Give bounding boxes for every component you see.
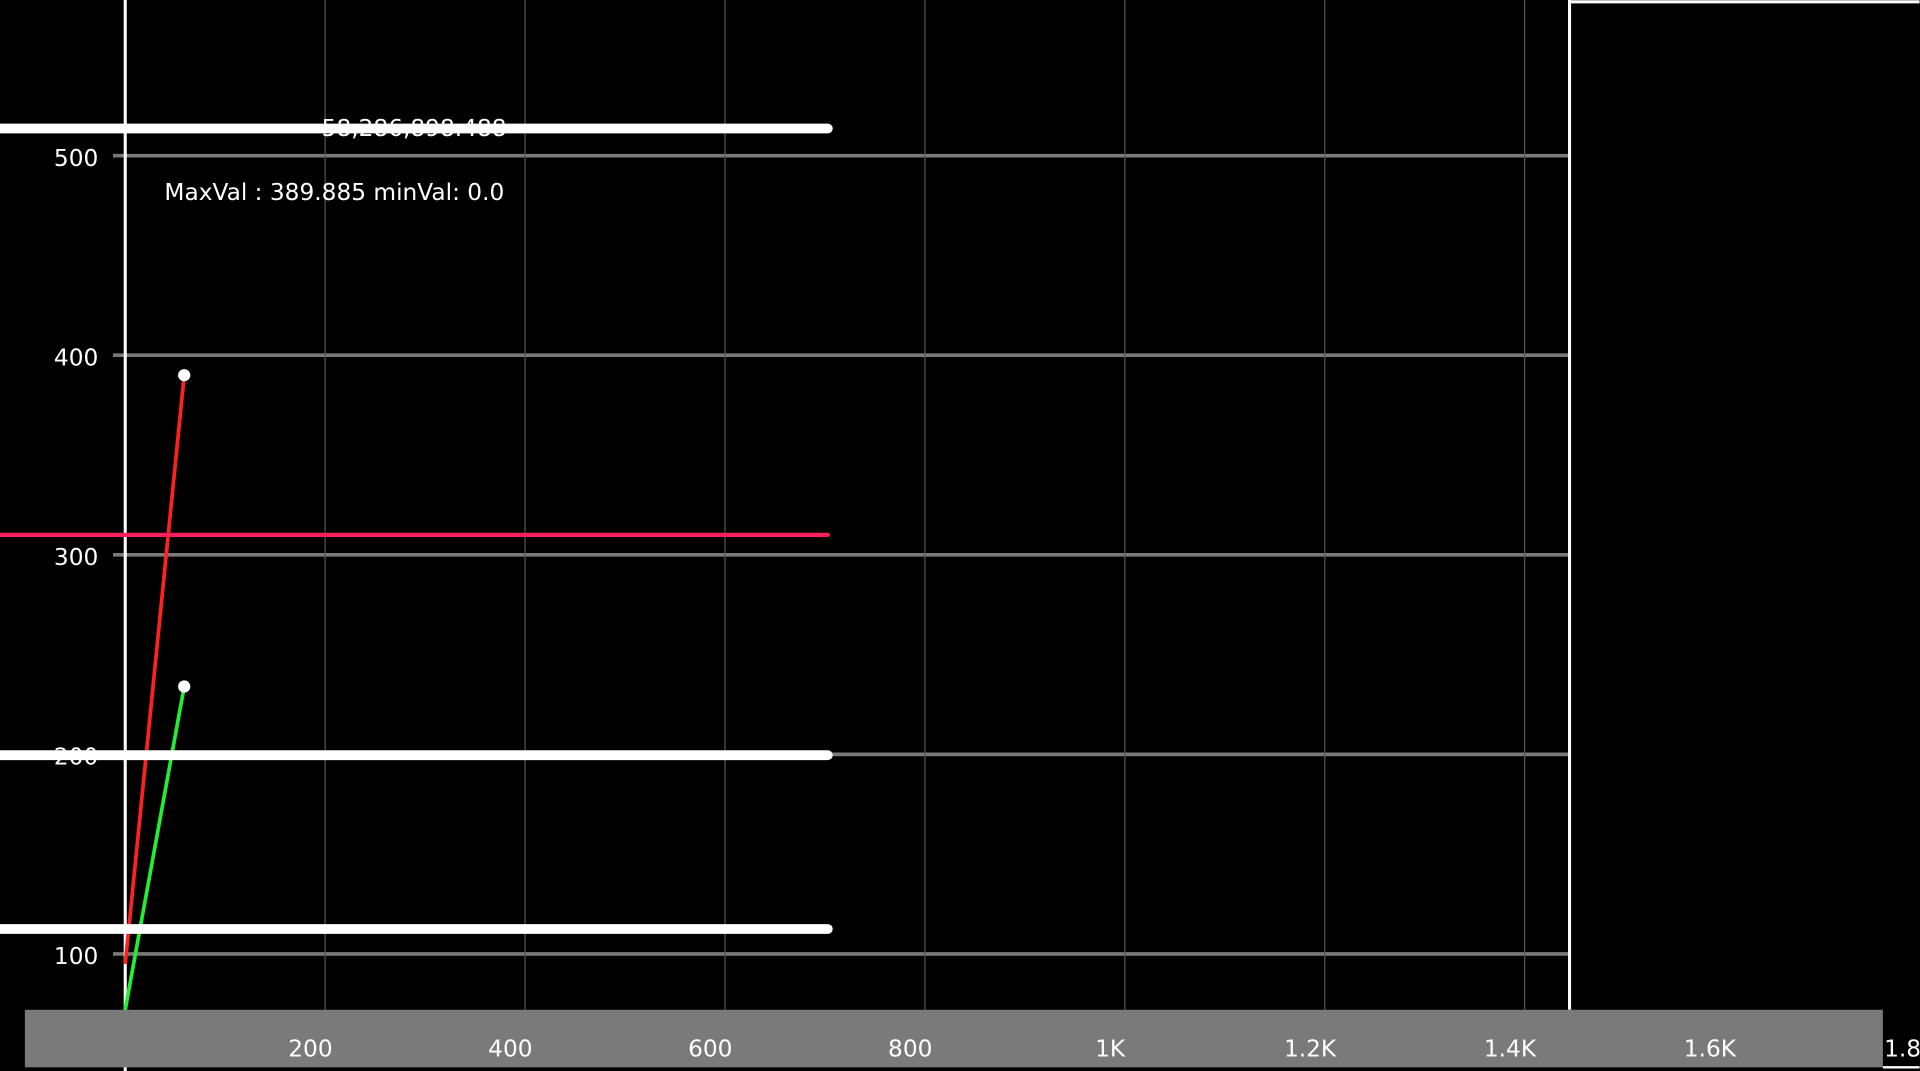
- y-tick-label: 400: [54, 344, 98, 371]
- x-axis-bar: [24, 1009, 1883, 1068]
- y-tick-label: 100: [54, 943, 98, 970]
- series-end-point: [178, 680, 191, 693]
- x-tick-label: 200: [288, 1036, 332, 1063]
- y-tick-label: 200: [54, 744, 98, 771]
- series-end-point: [178, 369, 191, 382]
- x-tick-label: 1.2K: [1284, 1036, 1337, 1063]
- x-tick-label: 600: [688, 1036, 732, 1063]
- x-tick-label: 1K: [1095, 1036, 1126, 1063]
- series-line: [123, 374, 187, 965]
- x-tick-label: 1.6K: [1684, 1036, 1737, 1063]
- x-tick-label: 800: [888, 1036, 932, 1063]
- series-line: [123, 686, 187, 1011]
- annotation: MaxVal : 389.885 minVal: 0.0: [164, 179, 504, 206]
- plot: [123, 369, 191, 1011]
- y-tick-label: 500: [54, 145, 98, 172]
- y-tick-label: 300: [54, 544, 98, 571]
- x-tick-label: 1.4K: [1484, 1036, 1537, 1063]
- annotation: 58,286,898.488: [322, 115, 507, 142]
- x-tick-label: 1.8: [1884, 1036, 1920, 1063]
- grid: [112, 0, 1570, 1010]
- x-tick-label: 400: [488, 1036, 532, 1063]
